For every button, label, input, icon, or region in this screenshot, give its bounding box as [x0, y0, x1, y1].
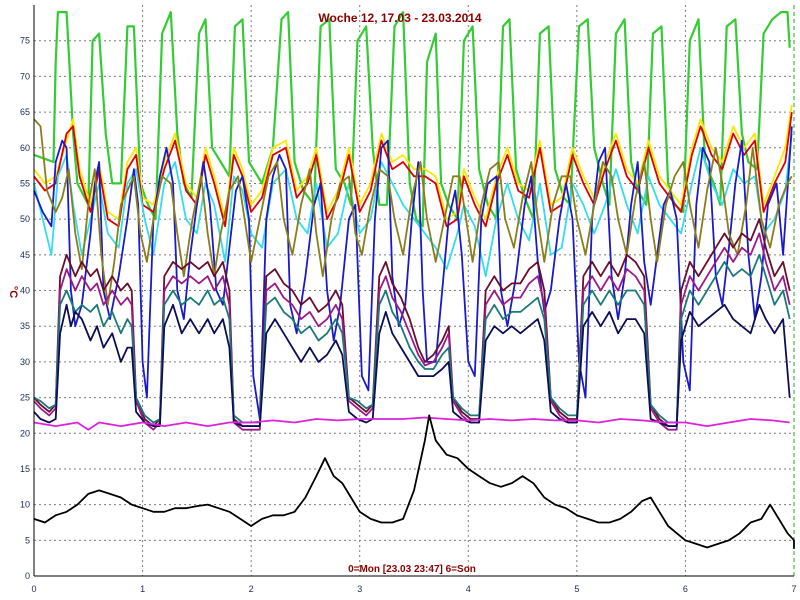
y-tick-label: 35 [20, 321, 30, 331]
y-tick-label: 0 [25, 571, 30, 581]
y-tick-label: 15 [20, 464, 30, 474]
series-line [33, 218, 791, 428]
y-tick-label: 65 [20, 107, 30, 117]
y-tick-label: 45 [20, 250, 30, 260]
chart-subtitle: 0=Mon [23.03 23:47] 6=Son [348, 564, 476, 575]
y-tick-label: 40 [20, 286, 30, 296]
y-tick-label: 5 [25, 535, 30, 545]
series-line [33, 416, 790, 431]
x-tick-label: 7 [791, 584, 796, 594]
y-tick-label: 75 [20, 36, 30, 46]
series-line [33, 104, 793, 221]
x-tick-label: 4 [466, 584, 471, 594]
x-tick-label: 5 [574, 584, 579, 594]
series-line [33, 414, 795, 549]
y-axis-label: °C [7, 286, 19, 298]
chart-title: Woche 12, 17.03 - 23.03.2014 [318, 11, 482, 25]
y-tick-label: 50 [20, 214, 30, 224]
series-line [33, 118, 793, 306]
x-tick-label: 6 [683, 584, 688, 594]
grid [34, 5, 795, 576]
series-line [33, 253, 791, 424]
x-tick-label: 0 [31, 584, 36, 594]
series-line [33, 111, 793, 228]
x-tick-label: 3 [357, 584, 362, 594]
x-tick-label: 2 [249, 584, 254, 594]
y-tick-label: 60 [20, 143, 30, 153]
x-tick-label: 1 [140, 584, 145, 594]
series-line [33, 11, 791, 228]
y-tick-label: 55 [20, 178, 30, 188]
y-tick-label: 20 [20, 428, 30, 438]
y-tick-label: 10 [20, 500, 30, 510]
series-group [33, 11, 795, 549]
y-tick-label: 70 [20, 71, 30, 81]
y-tick-label: 30 [20, 357, 30, 367]
y-tick-label: 25 [20, 393, 30, 403]
